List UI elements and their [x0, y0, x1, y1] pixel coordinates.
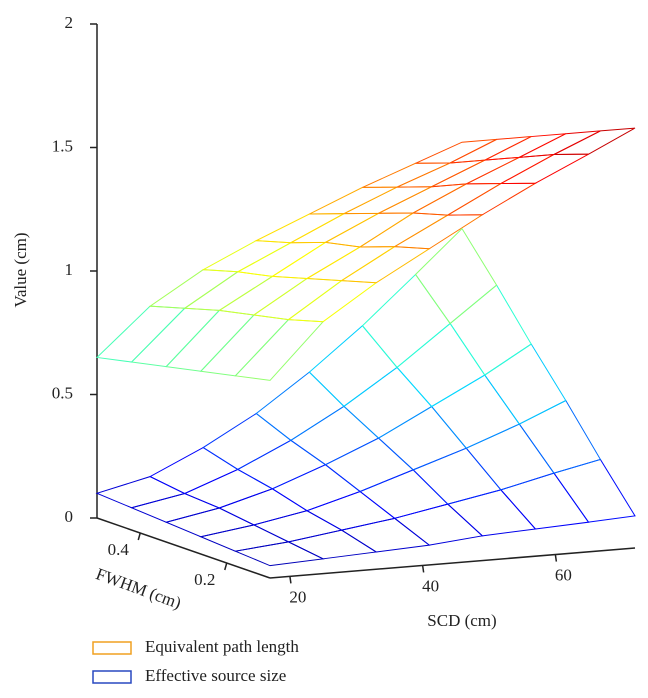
z-tick-label: 1 [65, 260, 74, 279]
z-tick-label: 1.5 [52, 136, 73, 155]
mesh-cell [377, 405, 468, 471]
mesh-cell [95, 305, 186, 363]
mesh-cell [309, 186, 398, 215]
mesh-cell [430, 374, 521, 449]
mesh-cell [411, 183, 503, 216]
mesh-cell [95, 476, 187, 509]
mesh-cell [164, 507, 256, 538]
mesh-cell [465, 423, 555, 491]
mesh-cell [518, 399, 602, 474]
mesh-cell [305, 490, 396, 531]
y-axis-label: FWHM (cm) [93, 564, 183, 612]
mesh-cell [393, 214, 485, 250]
legend-label: Effective source size [145, 666, 286, 685]
x-tick-label: 20 [289, 587, 306, 606]
mesh-cell [414, 227, 498, 325]
mesh-cell [359, 469, 449, 519]
mesh-cell [305, 246, 397, 282]
mesh-cell [466, 153, 555, 185]
mesh-cell [271, 464, 362, 512]
mesh-cell [431, 156, 520, 188]
y-tick-label: 0.2 [194, 570, 215, 589]
x-axis-label: SCD (cm) [427, 611, 496, 630]
mesh-cell [445, 182, 538, 216]
mesh-cell [415, 138, 497, 164]
mesh-cell [218, 488, 309, 526]
mesh-cell [500, 153, 589, 185]
x-axis [269, 547, 636, 579]
x-tick-label: 40 [422, 576, 439, 595]
mesh-cell [183, 468, 274, 509]
z-axis-label: Value (cm) [11, 232, 30, 307]
z-tick-label: 2 [65, 13, 74, 32]
mesh-cell [484, 133, 567, 161]
mesh-cell [130, 492, 221, 523]
mesh-cell [324, 437, 415, 493]
y-tick [137, 532, 141, 541]
mesh-cell [393, 503, 484, 546]
x-tick [289, 576, 292, 584]
mesh-cell [449, 136, 532, 164]
mesh-cell [289, 405, 380, 466]
mesh-cell [358, 212, 450, 248]
mesh-cell [361, 273, 451, 369]
mesh-cell [446, 489, 537, 537]
y-tick-label: 0.4 [108, 540, 130, 559]
mesh-cell [499, 472, 590, 530]
mesh-cell [287, 280, 378, 323]
mesh-cell [202, 412, 292, 470]
mesh-cell [255, 371, 345, 441]
mesh-cell [412, 447, 502, 505]
mesh-cell [199, 524, 291, 552]
mesh-cell [254, 213, 345, 244]
mesh-cell [201, 240, 293, 273]
mesh-cell [378, 183, 467, 214]
mesh-cell [252, 510, 343, 543]
legend-swatch [92, 670, 132, 684]
mesh-cell [484, 343, 567, 425]
z-tick-label: 0.5 [52, 383, 73, 402]
mesh-cell [290, 212, 379, 244]
mesh-cell [343, 366, 433, 439]
x-tick [421, 565, 425, 573]
x-tick [554, 554, 558, 562]
mesh-cell [286, 529, 378, 560]
mesh-cell [148, 269, 240, 309]
mesh-cell [449, 284, 532, 376]
mesh-cell [519, 130, 601, 158]
y-tick [224, 562, 228, 571]
legend-label: Equivalent path length [145, 637, 299, 656]
z-tick-label: 0 [65, 507, 74, 526]
mesh-cell [236, 439, 327, 490]
mesh-cell [308, 325, 398, 407]
y-axis [96, 517, 271, 579]
mesh-cell [233, 541, 325, 567]
mesh-cell [396, 159, 485, 188]
mesh-cell [396, 322, 486, 408]
mesh-cell [149, 446, 239, 495]
x-tick-label: 60 [555, 565, 572, 584]
mesh-cell [553, 458, 636, 523]
mesh-cell [553, 127, 636, 155]
legend-swatch [92, 641, 132, 655]
